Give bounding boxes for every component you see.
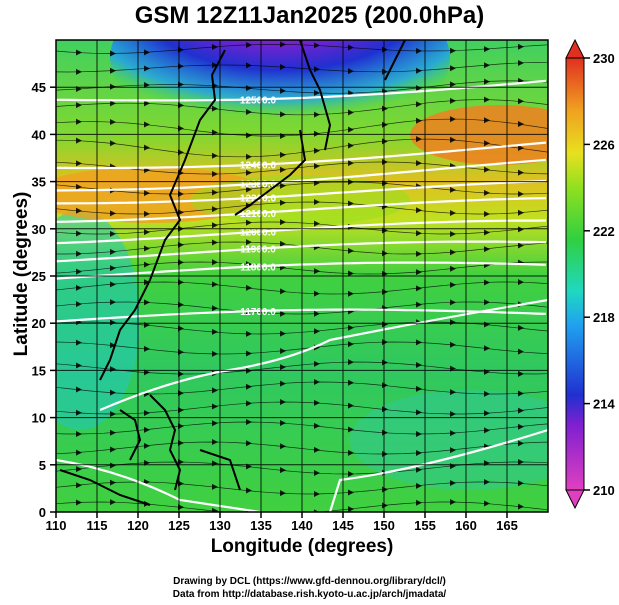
colorbar-tick-label: 214 [593,397,615,412]
x-tick-label: 120 [127,518,149,533]
y-tick-label: 45 [32,80,46,95]
y-axis-ticks: 0 5 10 15 20 25 30 35 40 45 [32,80,56,520]
colorbar-bottom-arrow [565,489,585,510]
contour-label: 12500.0 [240,95,277,106]
y-tick-label: 30 [32,222,46,237]
colorbar-top-arrow [565,38,585,59]
chart-title: GSM 12Z11Jan2025 (200.0hPa) [134,2,485,29]
y-tick-label: 15 [32,363,46,378]
contour-label: 12000.0 [240,228,277,239]
x-axis-ticks: 110 115 120 125 130 135 140 145 150 155 160 165 [46,512,518,533]
plot-area: 12500.012400.012300.012200.012100.012000… [56,40,548,512]
contour-label: 11700.0 [240,307,276,318]
colorbar-tick-label: 218 [593,310,615,325]
credit-line-2: Data from http://database.rish.kyoto-u.a… [172,589,447,600]
colorbar-tick-label: 210 [593,483,615,498]
y-tick-label: 5 [39,458,46,473]
y-tick-label: 10 [32,411,46,426]
x-tick-label: 135 [250,518,272,533]
contour-label: 11800.0 [240,262,276,273]
y-tick-label: 0 [39,505,46,520]
y-tick-label: 40 [32,127,46,142]
x-tick-label: 165 [496,518,518,533]
contour-label: 12100.0 [240,209,277,220]
x-tick-label: 155 [414,518,436,533]
y-tick-label: 20 [32,316,46,331]
colorbar-tick-label: 226 [593,137,615,152]
colorbar-tick-label: 222 [593,224,615,239]
credit-line-1: Drawing by DCL (https://www.gfd-dennou.o… [173,576,446,587]
contour-label: 12400.0 [240,161,277,172]
grid-lines [56,40,548,512]
x-tick-label: 140 [291,518,313,533]
y-tick-label: 35 [32,175,46,190]
contour-label: 12300.0 [240,180,277,191]
x-tick-label: 125 [168,518,190,533]
x-tick-label: 145 [332,518,354,533]
x-tick-label: 115 [87,518,108,533]
colorbar-tick-label: 230 [593,51,615,66]
x-tick-label: 110 [46,518,67,533]
x-axis-label: Longitude (degrees) [210,536,394,557]
y-tick-label: 25 [32,269,46,284]
colorbar: 210 214 218 222 226 230 [565,38,615,510]
x-tick-label: 150 [373,518,395,533]
contour-label: 11900.0 [240,245,276,256]
x-tick-label: 130 [209,518,231,533]
x-tick-label: 160 [455,518,477,533]
y-axis-label: Latitude (degrees) [11,191,32,357]
